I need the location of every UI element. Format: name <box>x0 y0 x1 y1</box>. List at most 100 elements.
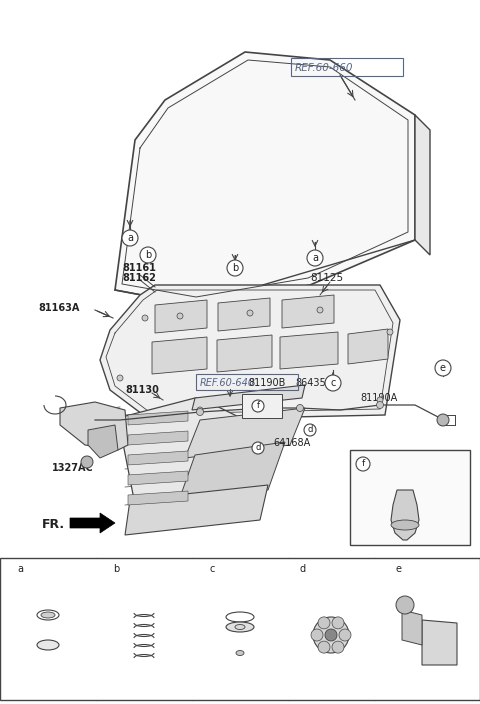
Polygon shape <box>88 425 118 458</box>
FancyBboxPatch shape <box>0 558 480 700</box>
Polygon shape <box>391 490 419 540</box>
Text: 81738A: 81738A <box>128 564 172 574</box>
Circle shape <box>435 360 451 376</box>
Ellipse shape <box>226 622 254 632</box>
Text: e: e <box>440 363 446 373</box>
Text: 1327AC: 1327AC <box>52 463 94 473</box>
Text: c: c <box>209 564 215 574</box>
Circle shape <box>318 617 330 629</box>
Circle shape <box>339 629 351 641</box>
Text: b: b <box>113 564 119 574</box>
Text: 81125: 81125 <box>310 273 343 283</box>
Polygon shape <box>118 398 248 530</box>
Circle shape <box>325 629 337 641</box>
Text: b: b <box>232 263 238 273</box>
Polygon shape <box>282 295 334 328</box>
Polygon shape <box>185 408 305 458</box>
Text: 64168A: 64168A <box>273 438 310 448</box>
Circle shape <box>205 562 219 576</box>
Polygon shape <box>152 337 207 374</box>
Polygon shape <box>100 285 400 420</box>
Circle shape <box>313 617 349 653</box>
Circle shape <box>252 400 264 412</box>
Text: 82191: 82191 <box>32 564 68 574</box>
Polygon shape <box>218 298 270 331</box>
FancyBboxPatch shape <box>350 450 470 545</box>
Text: 1125KB: 1125KB <box>397 682 436 691</box>
Text: 81163A: 81163A <box>38 303 79 313</box>
Circle shape <box>437 414 449 426</box>
Text: 81199: 81199 <box>315 564 351 574</box>
Circle shape <box>142 315 148 321</box>
Text: a: a <box>17 564 23 574</box>
Text: a: a <box>127 233 133 243</box>
Circle shape <box>377 397 383 403</box>
Ellipse shape <box>235 624 245 629</box>
Ellipse shape <box>391 520 419 530</box>
Circle shape <box>317 307 323 313</box>
Ellipse shape <box>236 650 244 655</box>
Polygon shape <box>128 471 188 485</box>
Polygon shape <box>155 300 207 333</box>
Circle shape <box>197 407 203 413</box>
Text: d: d <box>300 564 306 574</box>
Text: 81190B: 81190B <box>248 378 286 388</box>
Ellipse shape <box>37 610 59 620</box>
Polygon shape <box>415 115 430 255</box>
Circle shape <box>252 442 264 454</box>
Circle shape <box>332 617 344 629</box>
Circle shape <box>325 375 341 391</box>
Circle shape <box>227 260 243 276</box>
Text: 81180: 81180 <box>375 632 406 641</box>
Text: a: a <box>312 253 318 263</box>
Polygon shape <box>402 610 422 645</box>
Text: b: b <box>145 250 151 260</box>
Polygon shape <box>128 451 188 465</box>
Text: FR.: FR. <box>42 519 65 532</box>
Polygon shape <box>125 485 268 535</box>
Polygon shape <box>422 620 457 665</box>
Polygon shape <box>70 513 115 533</box>
Text: 81130: 81130 <box>125 385 159 395</box>
Circle shape <box>140 247 156 263</box>
Circle shape <box>177 313 183 319</box>
FancyBboxPatch shape <box>242 394 282 418</box>
Text: e: e <box>396 564 402 574</box>
Text: c: c <box>330 378 336 388</box>
Text: 86435A: 86435A <box>295 378 332 388</box>
Circle shape <box>356 457 370 471</box>
Circle shape <box>304 424 316 436</box>
Text: 81190A: 81190A <box>360 393 397 403</box>
Circle shape <box>13 562 27 576</box>
Ellipse shape <box>41 612 55 618</box>
Circle shape <box>376 401 384 408</box>
Polygon shape <box>115 52 415 305</box>
Polygon shape <box>192 385 305 410</box>
Circle shape <box>122 230 138 246</box>
Circle shape <box>307 250 323 266</box>
Text: 81126: 81126 <box>224 564 260 574</box>
Circle shape <box>81 456 93 468</box>
Polygon shape <box>178 442 285 503</box>
Polygon shape <box>128 411 188 425</box>
Polygon shape <box>217 335 272 372</box>
Circle shape <box>332 641 344 653</box>
Circle shape <box>297 405 303 411</box>
Ellipse shape <box>226 612 254 622</box>
Polygon shape <box>60 402 128 450</box>
Text: REF.60-660: REF.60-660 <box>295 63 353 73</box>
Polygon shape <box>128 431 188 445</box>
Circle shape <box>396 596 414 614</box>
Polygon shape <box>128 491 188 505</box>
Text: 82132: 82132 <box>378 459 417 469</box>
Text: d: d <box>307 425 312 434</box>
Polygon shape <box>348 329 388 364</box>
Circle shape <box>387 329 393 335</box>
Circle shape <box>297 405 303 412</box>
Text: f: f <box>361 460 365 468</box>
Text: d: d <box>255 444 261 453</box>
Circle shape <box>392 562 406 576</box>
Text: REF.60-640: REF.60-640 <box>200 378 255 388</box>
Ellipse shape <box>37 640 59 650</box>
Circle shape <box>311 629 323 641</box>
